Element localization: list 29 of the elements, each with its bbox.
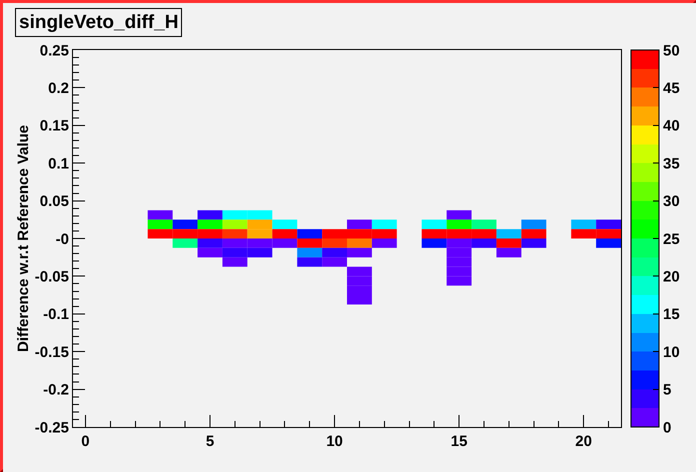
y-tick-label: -0.2 <box>43 382 69 399</box>
color-bar-label: 40 <box>663 118 680 135</box>
y-tick-label: 0.1 <box>48 155 69 172</box>
color-bar-label: 35 <box>663 155 680 172</box>
x-tick-label: 20 <box>575 433 592 450</box>
y-tick-label: -0.1 <box>43 306 69 324</box>
x-tick-label: 15 <box>450 433 468 450</box>
x-tick-label: 10 <box>326 433 343 450</box>
color-bar-label: 5 <box>663 382 672 399</box>
color-bar-label: 10 <box>663 344 680 361</box>
color-bar-label: 20 <box>663 268 680 286</box>
color-bar-label: 50 <box>663 42 680 60</box>
color-bar-label: 45 <box>663 80 680 97</box>
y-tick-label: 0.15 <box>40 118 69 135</box>
color-bar-label: 0 <box>663 419 672 436</box>
color-bar-label: 30 <box>663 193 680 210</box>
color-bar-label: 25 <box>663 230 680 248</box>
y-tick-label: -0.05 <box>34 268 69 286</box>
y-tick-label: 0.2 <box>48 80 69 97</box>
y-tick-label: 0.25 <box>40 42 69 60</box>
x-tick-label: 5 <box>206 433 214 450</box>
color-bar-label: 15 <box>663 306 680 324</box>
x-tick-label: 0 <box>81 433 90 450</box>
chart-title: singleVeto_diff_H <box>19 12 178 33</box>
y-tick-label: -0 <box>56 230 69 248</box>
y-tick-label: -0.15 <box>34 344 69 361</box>
y-tick-label: -0.25 <box>34 419 69 436</box>
y-tick-label: 0.05 <box>40 193 69 210</box>
y-axis-title: Difference w.r.t Reference Value <box>15 124 32 352</box>
